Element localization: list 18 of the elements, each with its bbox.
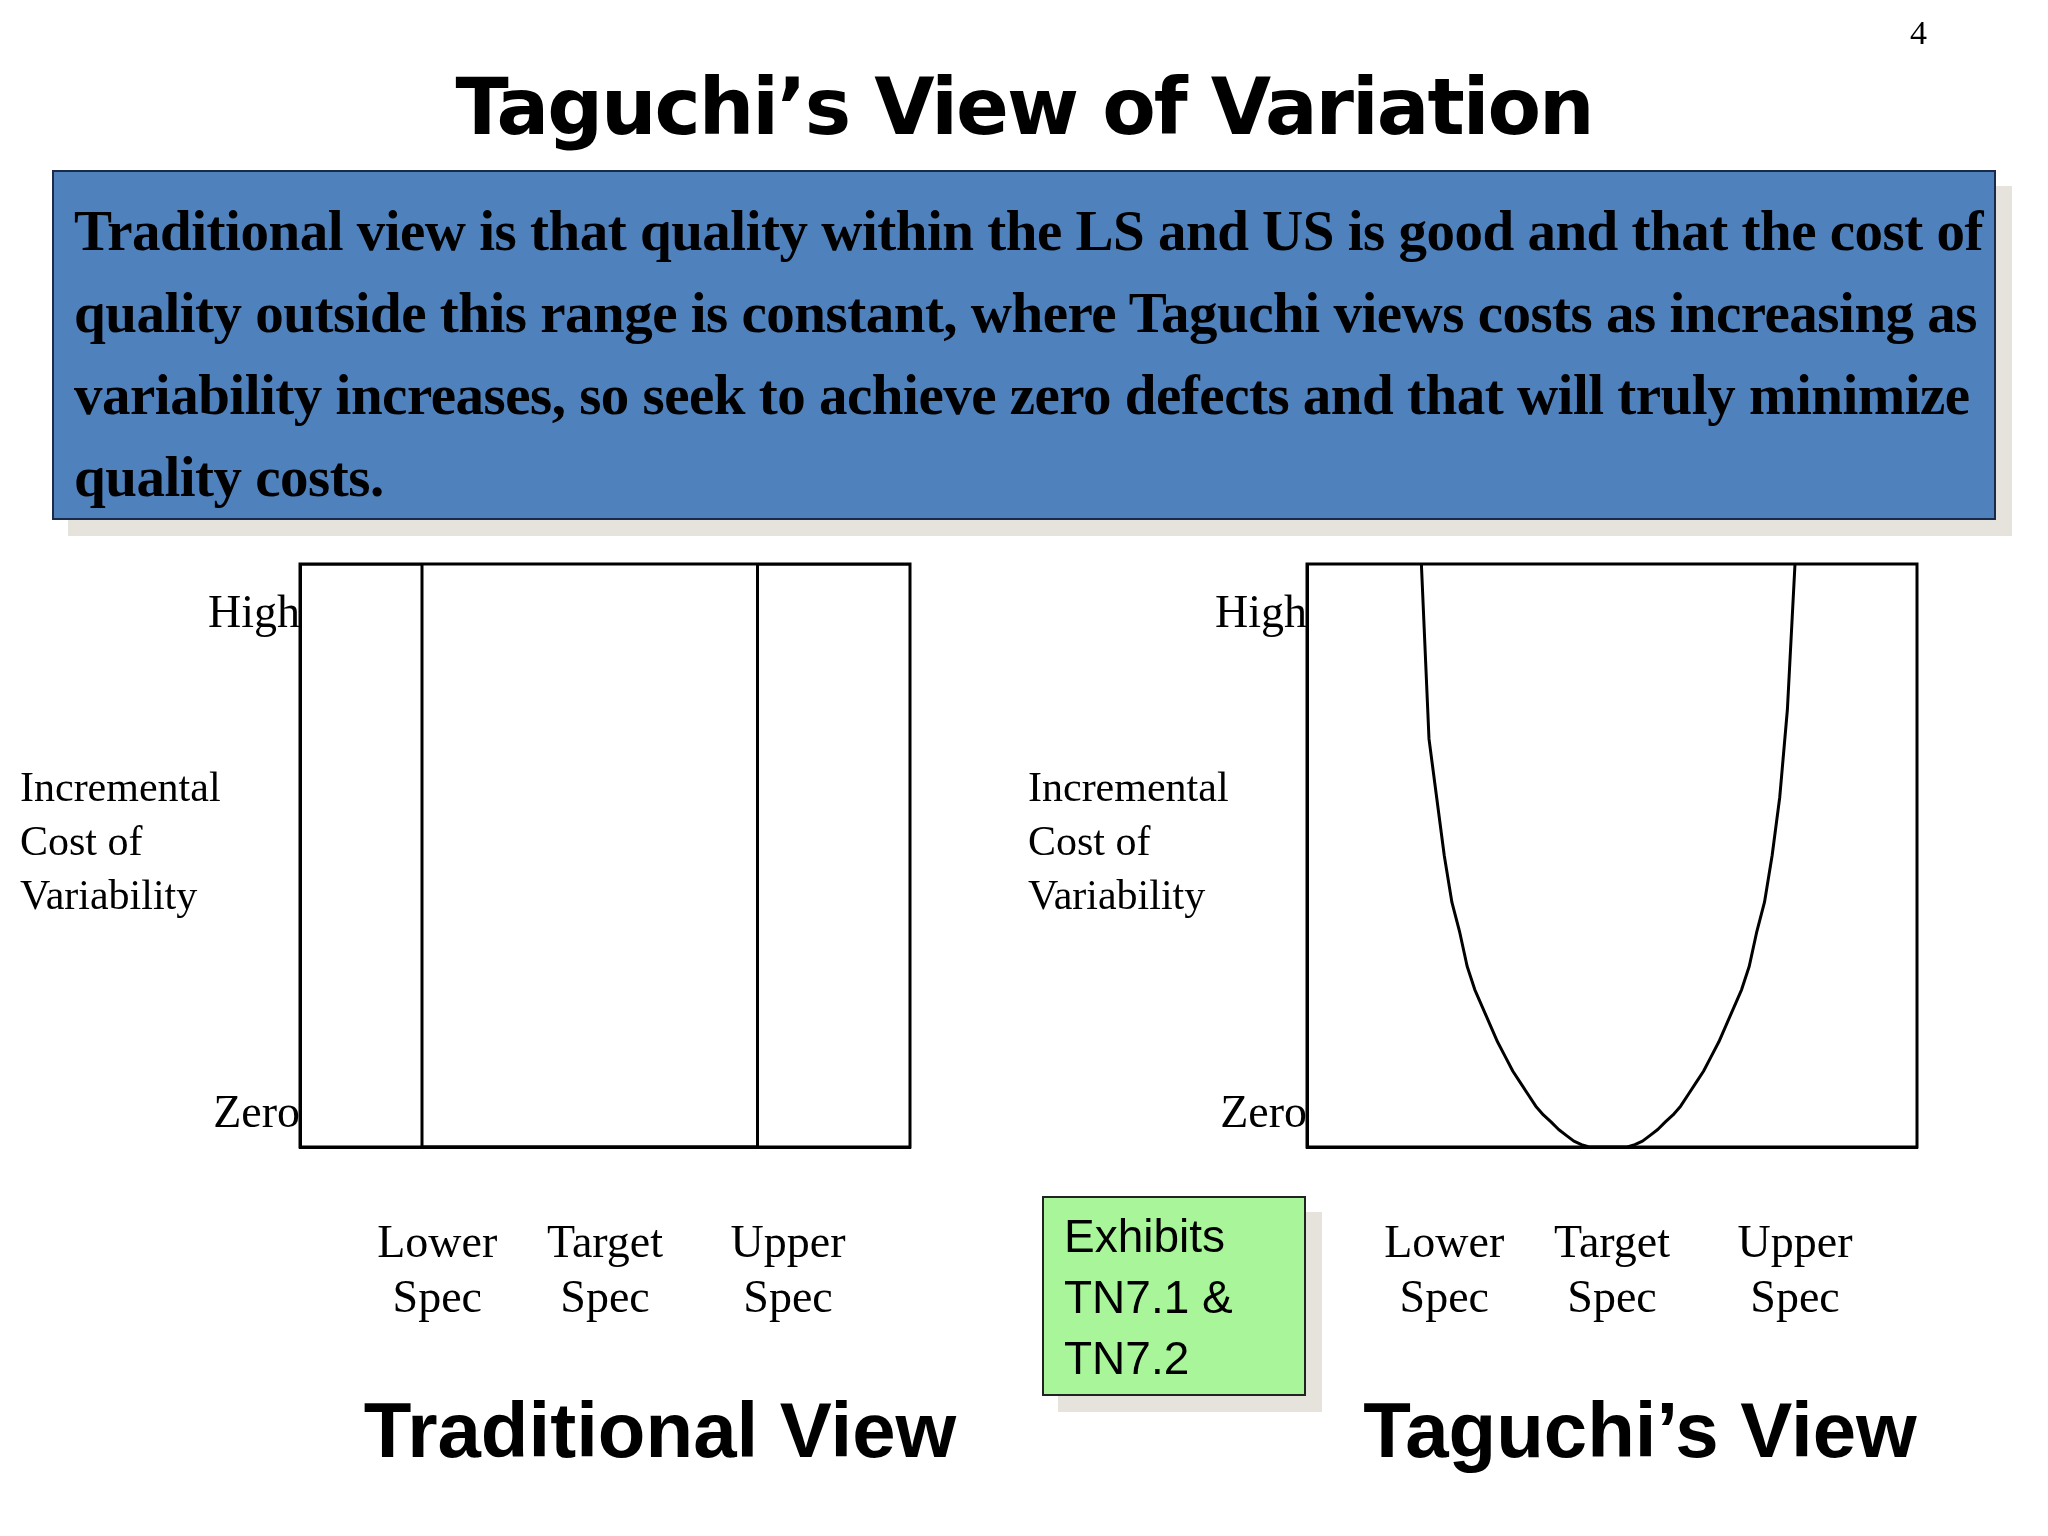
- x-tick-label: Target Spec: [547, 1215, 664, 1322]
- annotation: High: [207, 585, 300, 638]
- text: Traditional view is that quality within the LS and US is good and that the cost of quality outside this range is constant, where Taguchi views costs as increasing as variability increases, so seek to achieve zero defects and that will truly minimize quality costs.: [52, 170, 1996, 520]
- text: Taguchi’s View: [1362, 1385, 1918, 1476]
- annotation: High: [1214, 585, 1307, 638]
- text: Taguchi’s View of Variation: [454, 62, 1594, 152]
- text: 4: [1910, 14, 1927, 52]
- x-tick-label: Lower Spec: [377, 1215, 498, 1322]
- x-tick-label: Lower Spec: [1384, 1215, 1505, 1322]
- x-tick-label: Upper Spec: [1737, 1215, 1853, 1322]
- x-tick-label: Upper Spec: [730, 1215, 846, 1322]
- text: Exhibits TN7.1 & TN7.2: [1042, 1196, 1306, 1396]
- y-axis-title: Incremental Cost of Variability: [20, 763, 222, 920]
- y-axis-title: Incremental Cost of Variability: [1028, 763, 1230, 920]
- text: Traditional View: [362, 1385, 958, 1476]
- x-tick-label: Target Spec: [1554, 1215, 1671, 1322]
- annotation: Zero: [212, 1085, 300, 1138]
- annotation: Zero: [1219, 1085, 1307, 1138]
